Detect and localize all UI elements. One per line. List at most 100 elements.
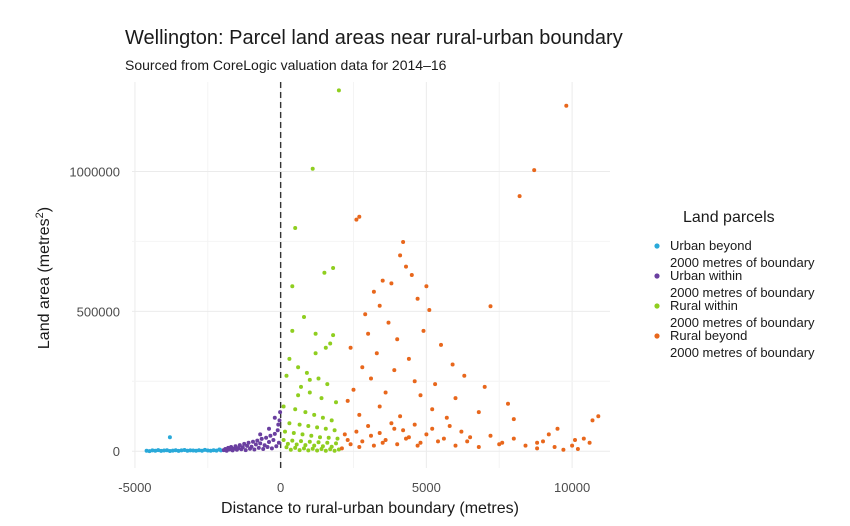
data-point [334, 441, 338, 446]
x-tick-label: 10000 [554, 480, 590, 495]
data-point [281, 404, 286, 409]
data-point [427, 308, 432, 312]
data-point [447, 424, 452, 428]
data-point [315, 425, 320, 430]
data-point [354, 217, 359, 222]
legend-label: Rural within [670, 298, 738, 313]
legend-swatch [654, 333, 660, 339]
data-point [415, 443, 420, 448]
data-point [265, 445, 270, 449]
data-point [386, 320, 391, 325]
data-point [287, 421, 292, 426]
chart-subtitle: Sourced from CoreLogic valuation data fo… [125, 57, 447, 73]
data-point [179, 448, 184, 453]
data-point [319, 447, 324, 451]
data-point [258, 432, 263, 437]
data-point [307, 377, 312, 382]
data-point [380, 278, 385, 283]
data-point [332, 448, 337, 453]
data-point [339, 446, 344, 451]
x-axis: -5000 0 5000 10000 [118, 480, 590, 495]
data-point [395, 442, 400, 447]
data-point [251, 439, 255, 444]
data-point [465, 439, 470, 444]
data-point [371, 443, 376, 448]
data-point [304, 370, 309, 375]
data-point [506, 401, 510, 406]
data-point [401, 428, 406, 433]
data-point [272, 431, 277, 436]
data-point [328, 447, 333, 452]
data-point [369, 376, 373, 381]
data-point [406, 435, 411, 440]
data-point [418, 440, 423, 445]
data-point [398, 414, 403, 419]
data-point [329, 418, 334, 423]
legend-label: Urban within [670, 268, 742, 283]
data-point [418, 393, 423, 398]
data-point [369, 433, 373, 438]
data-point [261, 447, 266, 451]
data-point [398, 253, 403, 258]
data-point [276, 422, 281, 427]
data-point [312, 443, 317, 448]
data-point [392, 368, 397, 373]
x-axis-title: Distance to rural-urban boundary (metres… [221, 500, 519, 517]
data-point [366, 424, 371, 428]
data-point [409, 273, 414, 277]
data-point [326, 435, 331, 440]
data-point [441, 436, 446, 441]
data-point [468, 435, 473, 440]
data-point [325, 382, 330, 387]
data-point [170, 448, 175, 453]
data-point [162, 448, 167, 453]
y-axis-title: Land area (metres2) [34, 207, 53, 349]
data-point [293, 407, 298, 412]
data-point [271, 438, 276, 442]
data-points [144, 88, 601, 454]
data-point [523, 443, 528, 448]
data-point [218, 448, 223, 453]
data-point [497, 442, 502, 447]
data-point [334, 400, 338, 405]
data-point [240, 445, 245, 450]
data-point [307, 439, 312, 444]
data-point [482, 384, 487, 389]
legend-swatch [654, 273, 660, 279]
legend-swatch [654, 303, 660, 309]
data-point [297, 448, 302, 453]
data-point [258, 441, 263, 446]
data-point [476, 445, 481, 449]
grid [132, 82, 610, 468]
data-point [288, 447, 293, 452]
data-point [245, 443, 250, 448]
data-point [237, 443, 242, 448]
data-point [573, 438, 577, 442]
data-point [424, 432, 429, 437]
data-point [306, 448, 311, 453]
data-point [412, 422, 417, 427]
data-point [476, 410, 481, 415]
data-point [404, 264, 408, 269]
data-point [488, 304, 493, 309]
data-point [371, 289, 376, 294]
data-point [535, 446, 540, 451]
data-point [284, 445, 289, 450]
y-axis-title-superscript: 2 [34, 212, 46, 218]
data-point [439, 342, 443, 347]
data-point [246, 440, 251, 445]
y-axis-title-main: Land area (metres [36, 218, 53, 349]
data-point [312, 412, 317, 417]
data-point [299, 439, 303, 444]
data-point [256, 445, 261, 450]
data-point [243, 448, 248, 453]
data-point [188, 448, 193, 453]
data-point [325, 440, 330, 445]
legend-label-sub: 2000 metres of boundary [670, 345, 815, 360]
data-point [297, 422, 302, 427]
data-point [332, 428, 337, 433]
data-point [511, 436, 516, 441]
data-point [444, 415, 449, 420]
y-axis-title-end: ) [36, 207, 53, 212]
